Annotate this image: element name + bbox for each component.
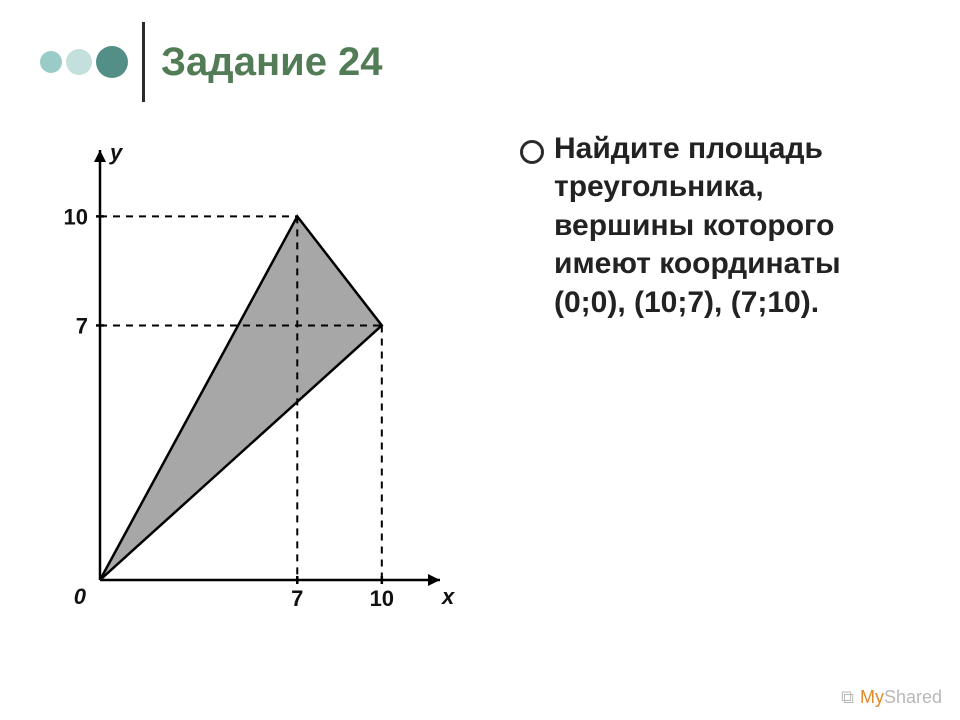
task-bullet-row: Найдите площадь треугольника, вершины ко… bbox=[520, 130, 910, 322]
header-dot-3 bbox=[96, 46, 128, 78]
brand-icon: ⧉ bbox=[841, 687, 854, 708]
footer-brand: ⧉ MyShared bbox=[841, 687, 942, 708]
svg-text:7: 7 bbox=[76, 313, 88, 338]
bullet-ring-icon bbox=[520, 140, 544, 164]
header-dot-2 bbox=[66, 49, 92, 75]
text-column: Найдите площадь треугольника, вершины ко… bbox=[500, 130, 930, 680]
coordinate-chart: 7 10 7 10 0 x y bbox=[30, 130, 460, 630]
header: Задание 24 bbox=[40, 22, 383, 102]
svg-text:10: 10 bbox=[64, 204, 88, 229]
svg-text:y: y bbox=[109, 140, 124, 165]
header-dot-1 bbox=[40, 51, 62, 73]
slide: Задание 24 7 10 7 10 0 x y Найдите площадь тре… bbox=[0, 0, 960, 720]
svg-text:x: x bbox=[441, 584, 455, 609]
brand-suffix: Shared bbox=[884, 687, 942, 708]
header-divider bbox=[142, 22, 145, 102]
svg-text:10: 10 bbox=[370, 586, 394, 611]
svg-text:0: 0 bbox=[74, 584, 87, 609]
chart-column: 7 10 7 10 0 x y bbox=[30, 130, 500, 680]
brand-prefix: My bbox=[860, 687, 884, 708]
task-text: Найдите площадь треугольника, вершины ко… bbox=[554, 130, 910, 322]
svg-text:7: 7 bbox=[291, 586, 303, 611]
content-area: 7 10 7 10 0 x y Найдите площадь треугольника, … bbox=[30, 130, 930, 680]
slide-title: Задание 24 bbox=[161, 40, 383, 85]
